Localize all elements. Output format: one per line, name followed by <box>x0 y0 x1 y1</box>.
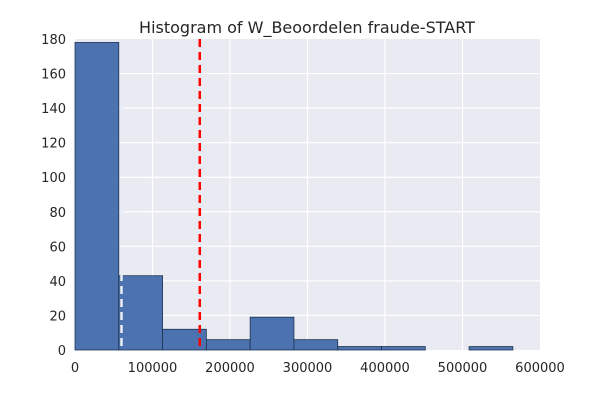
y-tick-label: 20 <box>49 309 66 324</box>
histogram-bar <box>249 316 295 351</box>
y-tick-label: 100 <box>41 171 66 186</box>
x-tick-label: 600000 <box>515 361 565 376</box>
histogram-bar <box>118 275 163 351</box>
x-tick-label: 500000 <box>438 361 488 376</box>
chart-title: Histogram of W_Beoordelen fraude-START <box>139 18 475 38</box>
y-axis-ticks: 0 20 40 60 80 100 120 140 160 180 <box>41 33 66 359</box>
x-tick-label: 300000 <box>283 361 333 376</box>
histogram-bar <box>205 339 251 351</box>
x-tick-label: 200000 <box>205 361 255 376</box>
y-tick-label: 80 <box>49 206 66 221</box>
histogram-bar <box>381 346 426 351</box>
y-tick-label: 60 <box>49 240 66 255</box>
y-tick-label: 160 <box>41 68 66 83</box>
x-axis-ticks: 0 100000 200000 300000 400000 500000 600000 <box>71 361 565 376</box>
y-tick-label: 40 <box>49 275 66 290</box>
histogram-bar <box>74 42 120 351</box>
histogram-bar <box>293 339 339 351</box>
histogram-bar <box>468 346 514 351</box>
y-tick-label: 120 <box>41 137 66 152</box>
x-tick-label: 400000 <box>360 361 410 376</box>
y-tick-label: 180 <box>41 33 66 48</box>
y-tick-label: 0 <box>58 344 66 359</box>
histogram-bars <box>74 42 514 351</box>
x-tick-label: 0 <box>71 361 79 376</box>
y-tick-label: 140 <box>41 102 66 117</box>
grid-lines <box>75 39 540 350</box>
x-tick-label: 100000 <box>128 361 178 376</box>
histogram-bar <box>337 346 382 351</box>
